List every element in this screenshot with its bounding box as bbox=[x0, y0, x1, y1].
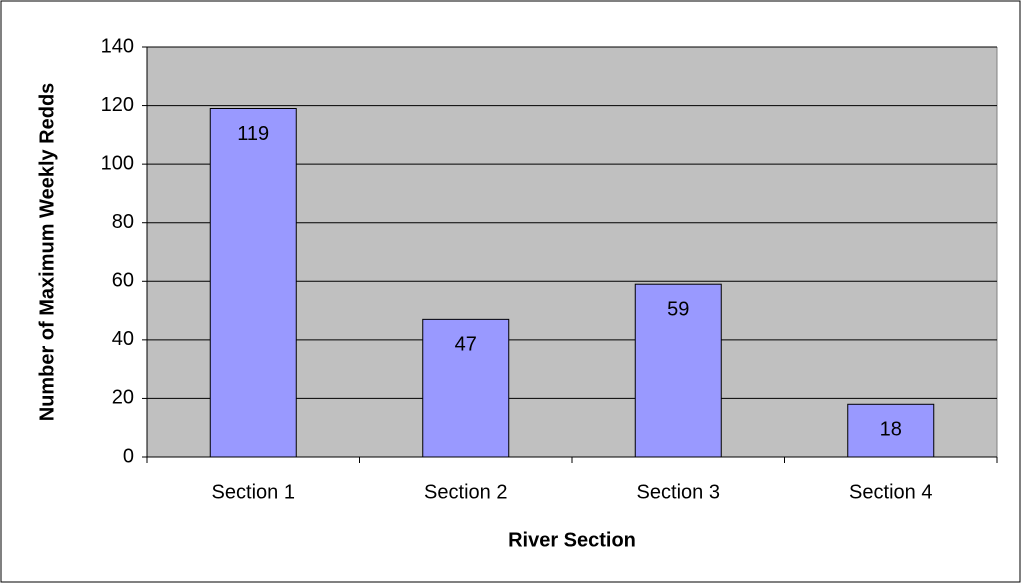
x-tick-label: Section 1 bbox=[212, 481, 295, 503]
y-tick-label: 40 bbox=[112, 328, 134, 350]
bar bbox=[847, 403, 935, 458]
data-label: 119 bbox=[237, 123, 269, 145]
y-tick-label: 140 bbox=[101, 35, 134, 57]
y-tick-label: 80 bbox=[112, 211, 134, 233]
y-tick-label: 20 bbox=[112, 387, 134, 409]
x-tick-label: Section 4 bbox=[849, 481, 932, 503]
y-axis-title: Number of Maximum Weekly Redds bbox=[36, 83, 58, 422]
x-tick-label: Section 3 bbox=[637, 481, 720, 503]
data-label: 47 bbox=[455, 334, 477, 356]
bar bbox=[422, 318, 510, 458]
y-tick-label: 0 bbox=[123, 445, 134, 467]
y-tick-label: 100 bbox=[101, 152, 134, 174]
data-label: 59 bbox=[667, 298, 689, 320]
y-tick-label: 120 bbox=[101, 94, 134, 116]
data-label: 18 bbox=[880, 419, 902, 441]
bar bbox=[209, 108, 297, 458]
x-axis-title: River Section bbox=[508, 529, 636, 551]
y-tick-label: 60 bbox=[112, 270, 134, 292]
x-tick-label: Section 2 bbox=[424, 481, 507, 503]
